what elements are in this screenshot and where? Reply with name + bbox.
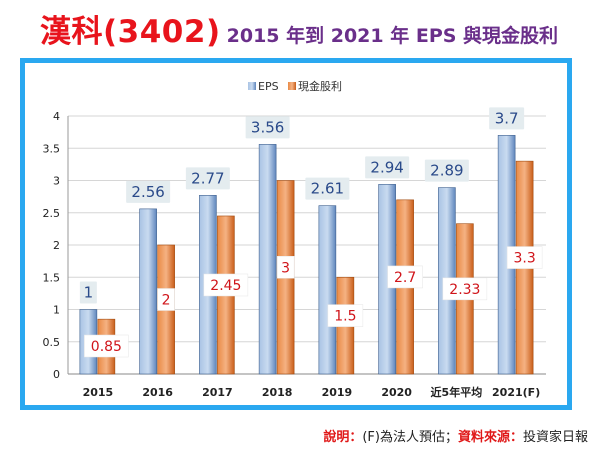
y-tick-label: 3 [53,175,60,188]
bar-eps [139,208,157,375]
eps-data-label: 3.56 [251,118,284,136]
dividend-label-box [327,304,364,327]
eps-label-box [424,159,469,182]
x-tick-label: 2020 [381,386,412,399]
title-subtitle: 2015 年到 2021 年 EPS 與現金股利 [226,25,559,47]
eps-data-label: 2.56 [131,183,164,201]
dividend-label-box [387,265,423,289]
dividend-label-box [203,273,249,297]
chart-title: 漢科(3402) 2015 年到 2021 年 EPS 與現金股利 [40,6,559,50]
legend-swatch-eps [248,82,256,90]
eps-label-box [185,167,230,190]
y-tick-label: 1.5 [43,271,61,284]
eps-data-label: 3.7 [495,109,519,127]
dividend-label-box [84,334,129,358]
dividend-label-box [442,277,488,301]
x-tick-label: 2018 [262,386,293,399]
eps-data-label: 1 [84,284,94,302]
eps-data-label: 2.61 [311,180,344,198]
legend-dividend: 現金股利 [298,79,342,93]
legend-eps: EPS [258,80,279,93]
bar-eps [318,205,337,375]
bar-eps [258,144,277,375]
footer-source-label: 資料來源： [457,430,523,445]
footer-source-text: 投資家日報 [522,430,588,445]
eps-label-box [79,281,97,304]
title-company: 漢科(3402) [40,14,221,50]
eps-label-box [305,177,350,200]
eps-label-box [489,107,525,130]
y-tick-label: 4 [53,110,60,123]
dividend-data-label: 3.3 [513,251,535,267]
y-tick-label: 2 [53,239,60,252]
dividend-data-label: 2 [162,293,171,309]
y-tick-label: 2.5 [43,207,61,220]
eps-label-box [245,116,290,139]
eps-data-label: 2.77 [191,169,224,187]
dividend-data-label: 2.45 [210,278,241,294]
y-tick-label: 3.5 [43,142,61,155]
dividend-data-label: 1.5 [334,309,356,325]
x-tick-label: 2015 [83,386,114,399]
dividend-data-label: 2.7 [394,270,416,286]
eps-data-label: 2.94 [370,158,403,176]
legend-swatch-dividend [288,82,296,90]
x-tick-label: 2017 [202,386,233,399]
y-tick-label: 0.5 [43,336,61,349]
x-tick-label: 近5年平均 [431,385,483,399]
footer-note: 說明：(F)為法人預估；資料來源：投資家日報 [323,426,588,445]
x-tick-label: 2021(F) [492,386,540,399]
footer-note-text: (F)為法人預估； [362,430,458,445]
eps-label-box [365,156,410,179]
y-tick-label: 0 [53,368,60,381]
dividend-data-label: 3 [281,260,290,276]
eps-label-box [126,180,171,203]
x-tick-label: 2016 [142,386,173,399]
dividend-label-box [157,288,175,311]
dividend-data-label: 2.33 [449,282,480,298]
footer-note-label: 說明： [323,430,363,445]
dividend-label-box [506,246,543,269]
x-tick-label: 2019 [322,386,353,399]
dividend-label-box [276,256,295,279]
eps-data-label: 2.89 [430,162,463,180]
dividend-data-label: 0.85 [91,339,122,355]
y-tick-label: 1 [53,304,60,317]
